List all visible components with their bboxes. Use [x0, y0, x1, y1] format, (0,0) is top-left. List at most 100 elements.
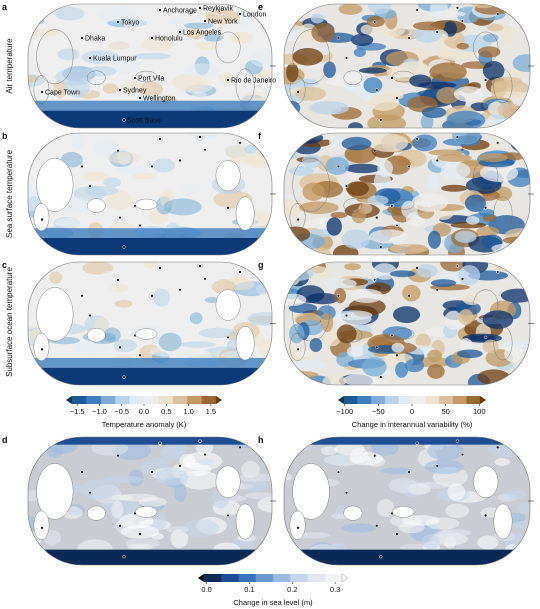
map-blob: [284, 473, 293, 481]
map-blob: [192, 91, 207, 99]
map-blob: [458, 265, 481, 286]
map-blob: [82, 171, 109, 182]
map-blob: [134, 268, 154, 277]
continent: [292, 463, 330, 520]
colorbar-swatch: [273, 574, 291, 582]
city-dot: [373, 20, 377, 24]
map-blob: [139, 81, 163, 98]
city-dot: [373, 453, 377, 458]
panel-letter: e: [258, 2, 263, 12]
city-dot: [496, 270, 500, 274]
map-blob: [284, 370, 319, 379]
panel-letter: b: [2, 131, 8, 141]
city-dot: [390, 333, 394, 338]
row-label: Sea surface temperature: [5, 149, 14, 238]
city-dot: [122, 118, 126, 122]
city-dot: [455, 6, 460, 10]
city-dot: [122, 245, 126, 249]
city-label: Wellington: [143, 96, 176, 103]
map-blob: [506, 5, 524, 17]
continent: [86, 505, 106, 521]
map-blob: [204, 34, 224, 42]
map-panel: [284, 4, 530, 128]
map-blob: [367, 4, 392, 15]
map-blob: [181, 519, 220, 538]
map-blob: [320, 313, 334, 333]
map-blob: [389, 514, 422, 528]
city-dot: [344, 184, 349, 188]
map-blob: [500, 288, 530, 303]
colorbar-swatch: [255, 574, 274, 582]
city-dot: [238, 12, 242, 16]
continent: [215, 465, 241, 498]
city-dot: [395, 223, 399, 228]
map-blob: [509, 437, 530, 450]
city-dot: [226, 513, 230, 518]
panel-letter: a: [2, 2, 8, 12]
city-dot: [226, 335, 230, 340]
city-dot: [296, 347, 300, 351]
city-dot: [203, 452, 207, 457]
map-blob: [204, 296, 220, 304]
city-dot: [178, 158, 182, 163]
map-blob: [332, 244, 359, 255]
city-dot: [373, 149, 377, 153]
map-blob: [54, 6, 85, 21]
colorbar-swatch: [324, 574, 343, 582]
map-blob: [113, 57, 142, 74]
continent: [289, 510, 306, 540]
map-blob: [456, 42, 469, 50]
map-blob: [292, 48, 324, 66]
map-blob: [361, 357, 387, 377]
map-blob: [409, 74, 432, 88]
map-blob: [106, 190, 133, 210]
map-blob: [338, 4, 363, 15]
city-dot: [238, 270, 242, 274]
colorbar-tick-label: 0.1: [244, 585, 254, 594]
city-dot: [483, 206, 488, 210]
map-blob: [82, 262, 114, 275]
map-blob: [427, 364, 445, 379]
continent: [343, 328, 363, 343]
map-blob: [478, 46, 501, 58]
map-blob: [135, 94, 169, 102]
city-dot: [460, 19, 465, 23]
map-blob: [115, 165, 148, 175]
map-blob: [96, 5, 134, 22]
map-blob: [153, 288, 171, 307]
city-dot: [203, 277, 207, 281]
panel-letter: h: [258, 435, 264, 445]
map-blob: [311, 22, 335, 43]
city-dot: [88, 313, 92, 318]
city-dot: [198, 6, 202, 10]
map-blob: [49, 271, 63, 284]
map-blob: [341, 523, 376, 533]
colorbar-label: Change in interannual variability (%): [352, 420, 473, 429]
map-blob: [377, 159, 393, 178]
map-blob: [420, 113, 434, 128]
city-dot: [496, 141, 500, 145]
map-blob: [322, 375, 347, 385]
map-blob: [416, 264, 438, 278]
colorbar-swatch: [187, 396, 202, 404]
map-blob: [96, 307, 132, 318]
map-blob: [284, 7, 298, 22]
continent: [215, 31, 241, 64]
city-dot: [379, 375, 383, 379]
map-blob: [174, 482, 187, 503]
colorbar-swatch: [86, 396, 102, 404]
continent: [493, 196, 513, 231]
city-dot: [118, 524, 122, 528]
city-dot: [133, 333, 137, 338]
map-blob: [445, 503, 470, 518]
city-dot: [118, 345, 122, 349]
map-blob: [114, 299, 133, 308]
map-panel: [28, 4, 272, 128]
continent: [289, 75, 306, 104]
map-blob: [111, 500, 124, 519]
colorbar-tick-label: 0.0: [139, 407, 149, 416]
map-blob: [464, 194, 486, 212]
map-band: [284, 437, 530, 445]
city-dot: [435, 464, 439, 468]
city-dot: [116, 453, 120, 458]
